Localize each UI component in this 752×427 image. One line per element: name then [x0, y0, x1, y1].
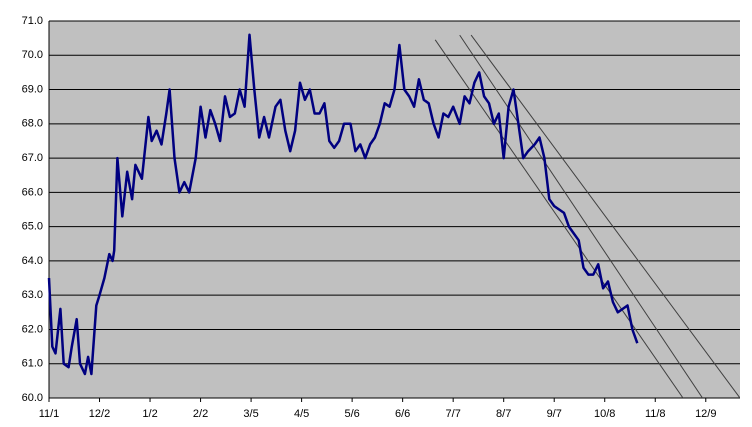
x-tick-label: 8/7 — [496, 408, 511, 420]
x-tick-label: 10/8 — [594, 408, 615, 420]
x-tick-label: 7/7 — [446, 408, 461, 420]
y-tick-label: 62.0 — [22, 323, 43, 335]
trend-line — [459, 34, 703, 398]
y-tick-label: 64.0 — [22, 255, 43, 267]
y-tick-label: 70.0 — [22, 49, 43, 61]
price-line — [47, 33, 639, 376]
x-tick-label: 3/5 — [243, 408, 258, 420]
x-tick-label: 9/7 — [547, 408, 562, 420]
x-tick-label: 6/6 — [395, 408, 410, 420]
x-tick-label: 2/2 — [193, 408, 208, 420]
x-tick-label: 4/5 — [294, 408, 309, 420]
y-tick-label: 65.0 — [22, 221, 43, 233]
y-tick-label: 66.0 — [22, 186, 43, 198]
x-tick-label: 12/2 — [89, 408, 110, 420]
y-tick-label: 71.0 — [22, 15, 43, 27]
y-tick-label: 69.0 — [22, 83, 43, 95]
y-tick-label: 63.0 — [22, 289, 43, 301]
y-tick-label: 60.0 — [22, 392, 43, 404]
x-tick-label: 12/9 — [695, 408, 716, 420]
y-tick-label: 68.0 — [22, 118, 43, 130]
x-tick-label: 11/1 — [39, 408, 60, 420]
x-tick-label: 11/8 — [645, 408, 666, 420]
y-tick-label: 61.0 — [22, 358, 43, 370]
x-tick-label: 5/6 — [344, 408, 359, 420]
y-tick-label: 67.0 — [22, 152, 43, 164]
x-tick-label: 1/2 — [142, 408, 157, 420]
trend-line — [434, 39, 684, 398]
trend-line — [470, 34, 740, 398]
